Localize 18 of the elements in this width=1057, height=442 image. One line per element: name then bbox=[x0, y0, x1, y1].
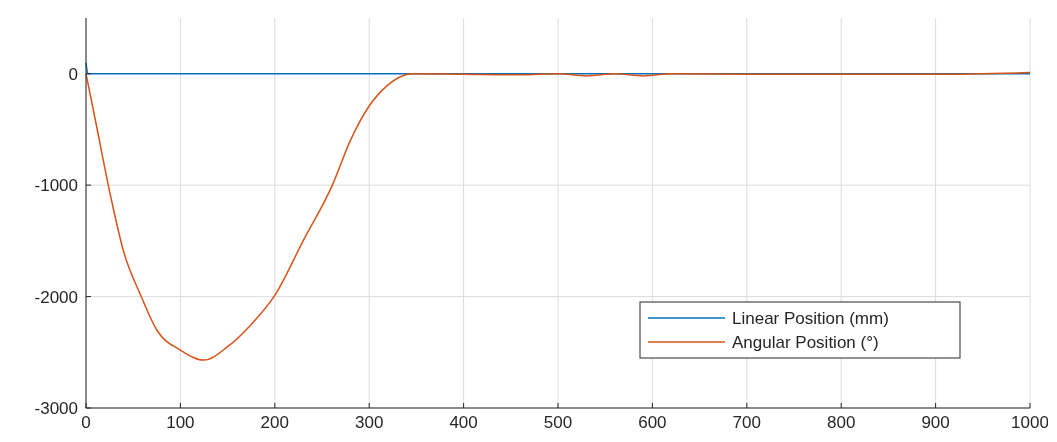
x-tick-label: 600 bbox=[638, 413, 667, 432]
y-tick-label: -3000 bbox=[34, 399, 78, 418]
x-tick-label: 900 bbox=[921, 413, 950, 432]
x-tick-label: 400 bbox=[449, 413, 478, 432]
x-tick-label: 200 bbox=[260, 413, 289, 432]
legend-label: Linear Position (mm) bbox=[732, 309, 889, 328]
x-tick-label: 300 bbox=[355, 413, 384, 432]
x-tick-label: 700 bbox=[732, 413, 761, 432]
x-tick-label: 100 bbox=[166, 413, 195, 432]
y-tick-label: 0 bbox=[68, 64, 78, 84]
x-tick-label: 1000 bbox=[1011, 413, 1049, 432]
y-tick-label: -2000 bbox=[34, 287, 78, 307]
x-tick-label: 800 bbox=[827, 413, 856, 432]
y-tick-label: -1000 bbox=[34, 176, 78, 196]
x-tick-label: 500 bbox=[543, 413, 573, 432]
legend-label: Angular Position (°) bbox=[732, 333, 879, 352]
line-series bbox=[85, 71, 1031, 361]
x-tick-label: 0 bbox=[81, 413, 91, 432]
